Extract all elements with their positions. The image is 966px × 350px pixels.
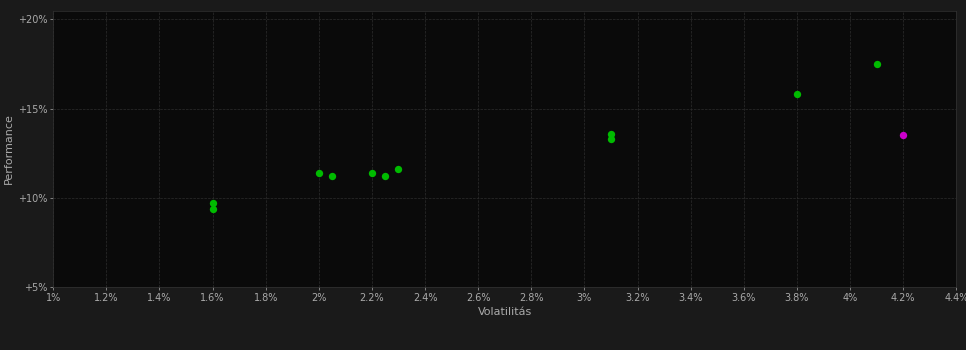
- Point: [895, 133, 911, 138]
- Point: [378, 174, 393, 179]
- Point: [311, 170, 327, 176]
- Point: [325, 174, 340, 179]
- Point: [789, 92, 805, 97]
- X-axis label: Volatilitás: Volatilitás: [477, 307, 532, 317]
- Point: [869, 61, 885, 67]
- Point: [604, 131, 619, 136]
- Point: [390, 167, 407, 172]
- Point: [205, 200, 220, 206]
- Y-axis label: Performance: Performance: [4, 113, 14, 184]
- Point: [205, 206, 220, 211]
- Point: [604, 136, 619, 142]
- Point: [364, 170, 380, 176]
